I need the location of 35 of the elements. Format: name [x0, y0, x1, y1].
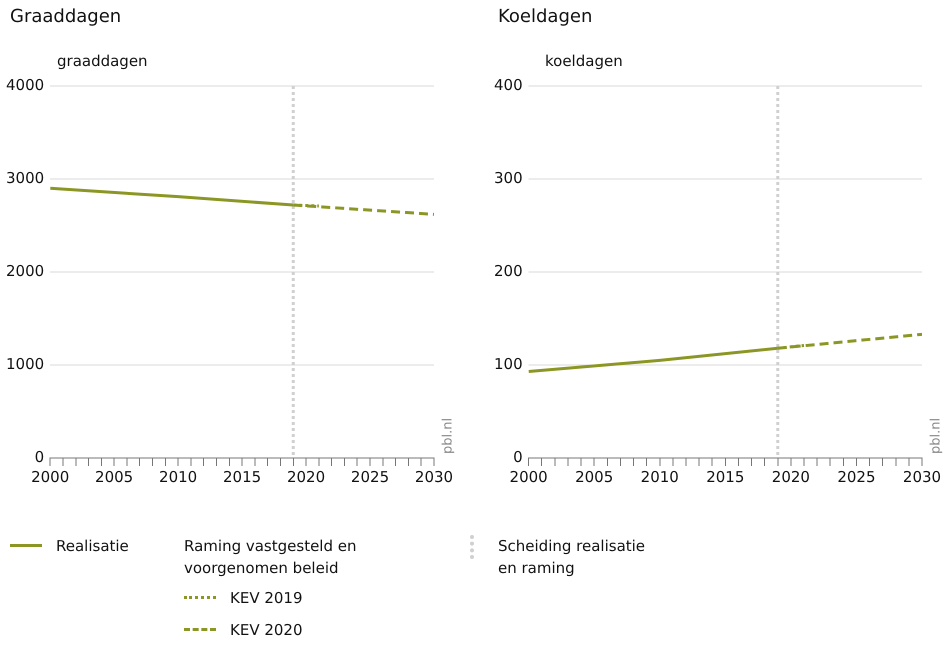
x-tick-label: 2010 [640, 468, 679, 486]
x-tick-label: 2025 [837, 468, 876, 486]
chart-title: Graaddagen [10, 6, 122, 27]
y-tick-label: 2000 [6, 262, 44, 280]
y-tick-label: 0 [513, 448, 523, 466]
y-tick-label: 4000 [6, 76, 44, 94]
y-tick-label: 1000 [6, 354, 44, 373]
y-tick-label: 3000 [6, 168, 44, 187]
x-tick-label: 2000 [510, 468, 548, 486]
y-axis-title: koeldagen [545, 52, 623, 70]
x-tick-label: 2015 [222, 468, 262, 486]
x-tick-label: 2000 [31, 468, 70, 486]
x-tick-label: 2020 [286, 468, 326, 486]
y-tick-label: 400 [494, 76, 523, 94]
legend-label: Realisatie [56, 536, 129, 557]
y-tick-label: 200 [494, 262, 523, 280]
y-tick-label: 100 [494, 354, 523, 373]
legend-label: KEV 2019 [230, 588, 303, 609]
y-tick-label: 300 [494, 168, 523, 187]
x-tick-label: 2005 [575, 468, 614, 486]
x-tick-label: 2020 [772, 468, 810, 486]
legend-label: KEV 2020 [230, 620, 303, 641]
text: pbl.nl [928, 418, 944, 454]
x-tick-label: 2005 [95, 468, 134, 486]
x-tick-label: 2030 [414, 468, 454, 486]
y-axis-title: graaddagen [57, 52, 148, 70]
legend-label: Scheiding realisatie en raming [498, 536, 646, 579]
x-tick-label: 2015 [706, 468, 744, 486]
text: pbl.nl [440, 418, 456, 454]
x-tick-label: 2030 [902, 468, 942, 486]
x-tick-label: 2025 [350, 468, 390, 486]
chart-title: Koeldagen [498, 6, 592, 27]
legend-title: Raming vastgesteld en voorgenomen beleid [184, 536, 358, 579]
y-tick-label: 0 [34, 448, 44, 466]
x-tick-label: 2010 [159, 468, 198, 486]
